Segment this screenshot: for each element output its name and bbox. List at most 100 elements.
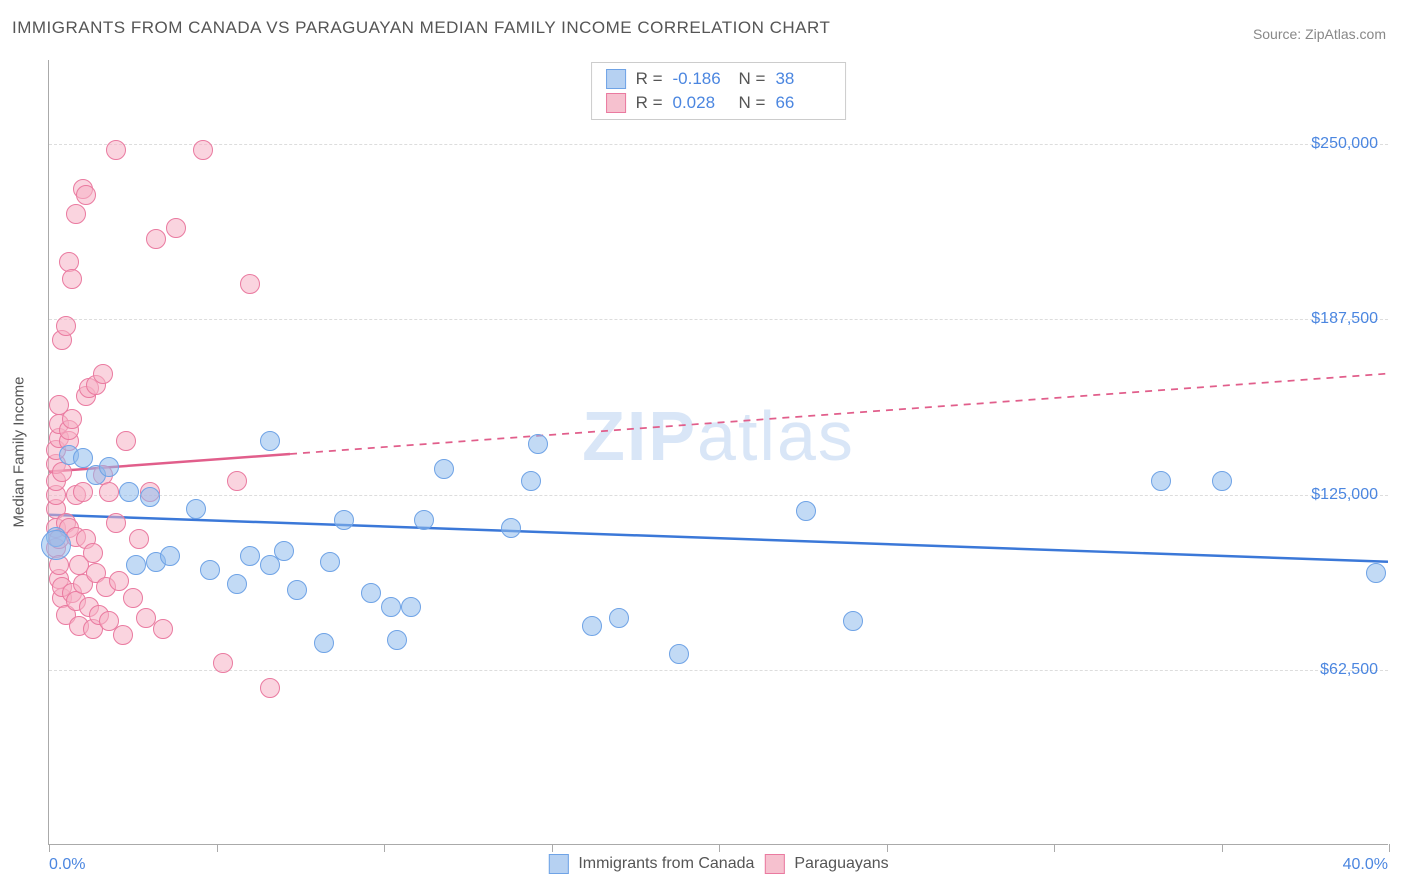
scatter-point (119, 482, 139, 502)
scatter-point (129, 529, 149, 549)
x-tick (1389, 844, 1390, 852)
scatter-point (521, 471, 541, 491)
trend-line-dashed (290, 374, 1388, 454)
scatter-point (227, 471, 247, 491)
y-tick-label: $125,000 (1311, 486, 1378, 504)
scatter-point (501, 518, 521, 538)
plot-area: Median Family Income ZIPatlas 0.0% 40.0%… (48, 60, 1388, 845)
scatter-point (381, 597, 401, 617)
scatter-point (609, 608, 629, 628)
x-axis-max-label: 40.0% (1343, 856, 1388, 874)
scatter-point (240, 546, 260, 566)
scatter-point (669, 644, 689, 664)
scatter-point (287, 580, 307, 600)
scatter-point (140, 487, 160, 507)
legend-r-value: -0.186 (673, 69, 729, 89)
legend-r-label: R = (636, 93, 663, 113)
watermark-bold: ZIP (582, 397, 697, 475)
legend-stats-row: R = 0.028 N = 66 (606, 91, 832, 115)
scatter-point (314, 633, 334, 653)
scatter-point (62, 269, 82, 289)
legend-swatch (606, 69, 626, 89)
scatter-point (200, 560, 220, 580)
scatter-point (99, 457, 119, 477)
scatter-point (796, 501, 816, 521)
legend-r-value: 0.028 (673, 93, 729, 113)
scatter-point (414, 510, 434, 530)
scatter-point (160, 546, 180, 566)
scatter-point (56, 316, 76, 336)
gridline (49, 670, 1388, 671)
scatter-point (528, 434, 548, 454)
scatter-point (401, 597, 421, 617)
scatter-point (582, 616, 602, 636)
gridline (49, 495, 1388, 496)
y-tick-label: $62,500 (1320, 661, 1378, 679)
x-tick (1222, 844, 1223, 852)
y-tick-label: $187,500 (1311, 310, 1378, 328)
legend-series-label: Paraguayans (794, 855, 888, 873)
legend-swatch (548, 854, 568, 874)
scatter-point (113, 625, 133, 645)
scatter-point (93, 364, 113, 384)
scatter-point (1212, 471, 1232, 491)
scatter-point (387, 630, 407, 650)
scatter-point (146, 229, 166, 249)
x-tick (217, 844, 218, 852)
scatter-point (213, 653, 233, 673)
scatter-point (1366, 563, 1386, 583)
scatter-point (99, 482, 119, 502)
scatter-point (41, 530, 71, 560)
trend-lines (49, 60, 1388, 844)
scatter-point (361, 583, 381, 603)
scatter-point (193, 140, 213, 160)
scatter-point (153, 619, 173, 639)
source-label: Source: ZipAtlas.com (1253, 26, 1386, 42)
legend-r-label: R = (636, 69, 663, 89)
legend-swatch (606, 93, 626, 113)
chart-title: IMMIGRANTS FROM CANADA VS PARAGUAYAN MED… (12, 18, 830, 38)
x-tick (49, 844, 50, 852)
scatter-point (123, 588, 143, 608)
scatter-point (83, 543, 103, 563)
scatter-point (320, 552, 340, 572)
scatter-point (106, 140, 126, 160)
legend-swatch (764, 854, 784, 874)
legend-series: Immigrants from CanadaParaguayans (548, 854, 888, 874)
watermark-rest: atlas (697, 397, 855, 475)
scatter-point (73, 448, 93, 468)
scatter-point (240, 274, 260, 294)
scatter-point (73, 482, 93, 502)
legend-n-value: 66 (775, 93, 831, 113)
scatter-point (166, 218, 186, 238)
scatter-point (334, 510, 354, 530)
legend-stats-row: R =-0.186N =38 (606, 67, 832, 91)
scatter-point (126, 555, 146, 575)
watermark: ZIPatlas (582, 396, 855, 476)
scatter-point (106, 513, 126, 533)
scatter-point (260, 678, 280, 698)
scatter-point (186, 499, 206, 519)
gridline (49, 319, 1388, 320)
x-tick (552, 844, 553, 852)
gridline (49, 144, 1388, 145)
scatter-point (109, 571, 129, 591)
scatter-point (1151, 471, 1171, 491)
x-axis-min-label: 0.0% (49, 856, 85, 874)
scatter-point (62, 409, 82, 429)
scatter-point (76, 185, 96, 205)
scatter-point (843, 611, 863, 631)
x-tick (1054, 844, 1055, 852)
legend-stats: R = -0.186 N = 38R = 0.028 N = 66 (591, 62, 847, 120)
scatter-point (434, 459, 454, 479)
y-axis-title: Median Family Income (11, 377, 28, 528)
x-tick (384, 844, 385, 852)
legend-n-label: N = (739, 93, 766, 113)
scatter-point (227, 574, 247, 594)
x-tick (719, 844, 720, 852)
x-tick (887, 844, 888, 852)
scatter-point (274, 541, 294, 561)
scatter-point (260, 431, 280, 451)
y-tick-label: $250,000 (1311, 135, 1378, 153)
legend-n-value: 38 (775, 69, 831, 89)
